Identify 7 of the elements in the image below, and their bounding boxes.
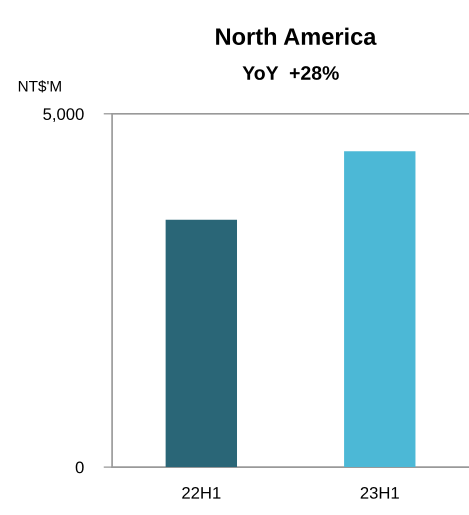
y-tick-label: 0 [76, 462, 84, 474]
y-axis-title: NT$'M [18, 80, 61, 93]
x-tick-label: 23H1 [360, 486, 399, 499]
chart-subtitle: YoY +28% [242, 66, 339, 80]
y-tick-label: 5,000 [43, 108, 84, 122]
chart-title: North America [216, 28, 377, 45]
x-tick-label: 22H1 [182, 486, 220, 499]
